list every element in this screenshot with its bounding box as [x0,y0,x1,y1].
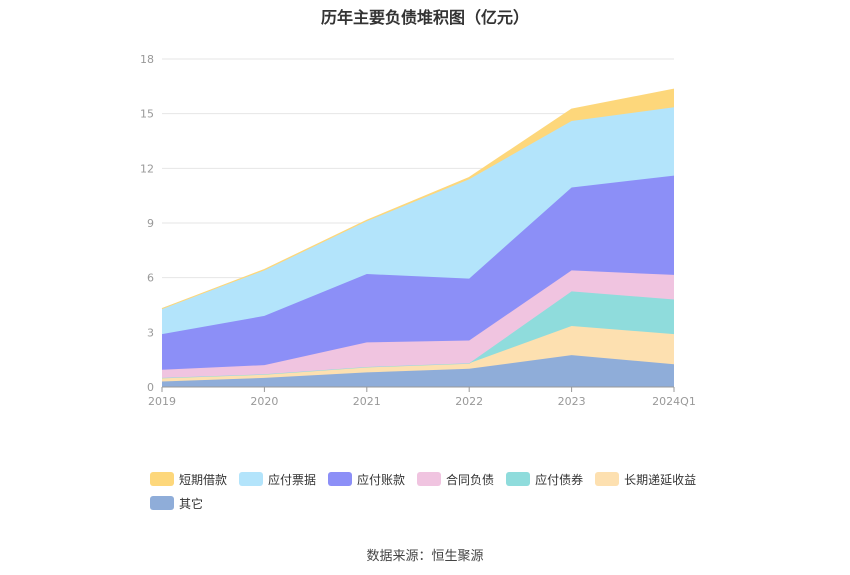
area-series-合同负债[interactable] [162,270,674,378]
legend-item[interactable]: 应付债券 [506,470,583,488]
x-tick-label: 2023 [558,395,586,408]
area-series-应付债券[interactable] [162,291,674,378]
legend-label: 其它 [179,496,204,511]
legend-item[interactable]: 合同负债 [417,470,494,488]
y-tick-label: 12 [140,162,154,175]
legend-label: 短期借款 [179,472,228,487]
area-edge-短期借款 [161,88,675,310]
legend-swatch [328,472,353,486]
legend-item[interactable]: 其它 [150,494,203,512]
legend-label: 应付账款 [357,472,406,487]
legend-item[interactable]: 应付票据 [239,470,316,488]
y-tick-label: 15 [140,108,154,121]
x-tick-label: 2020 [250,395,278,408]
area-series-应付票据[interactable] [162,107,674,335]
y-tick-label: 18 [140,53,154,66]
y-tick-label: 6 [147,272,154,285]
legend-swatch [417,472,442,486]
legend-item[interactable]: 应付账款 [328,470,405,488]
area-layer [161,88,675,387]
y-tick-label: 0 [147,381,154,394]
source-note: 数据来源：恒生聚源 [366,549,484,564]
legend-label: 合同负债 [446,472,495,487]
axis-layer: 0 3 6 9 12 15 18 2019 2020 2021 2022 2023 2024Q1 [140,53,696,408]
legend-label: 应付票据 [268,472,317,487]
legend-item[interactable]: 短期借款 [150,470,227,488]
y-tick-label: 3 [147,326,154,339]
area-edge-应付票据 [161,106,675,310]
legend: 短期借款 应付票据 应付账款 合同负债 应付债券 长期递延收益其它 [150,470,730,512]
chart-title: 历年主要负债堆积图（亿元） [320,8,529,27]
area-series-长期递延收益[interactable] [162,325,674,382]
x-tick-label: 2019 [148,395,176,408]
legend-swatch [150,472,174,486]
legend-swatch [150,496,174,510]
legend-swatch [239,472,264,486]
legend-swatch [506,472,531,486]
x-tick-label: 2024Q1 [652,395,696,408]
chart-plot: 0 3 6 9 12 15 18 2019 2020 2021 2022 2023 2024Q1 [140,53,696,408]
legend-label: 应付债券 [535,472,584,487]
area-series-应付账款[interactable] [162,175,674,370]
legend-swatch [595,472,620,486]
x-tick-label: 2021 [353,395,381,408]
legend-item[interactable]: 长期递延收益 [595,470,696,488]
legend-label: 长期递延收益 [624,472,697,487]
x-tick-label: 2022 [455,395,483,408]
y-tick-label: 9 [147,217,154,230]
